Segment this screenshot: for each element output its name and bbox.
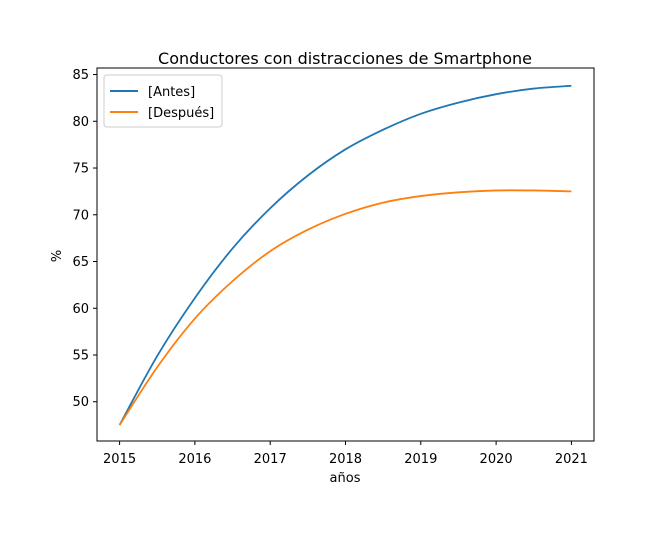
y-ticks: 50 55 60 65 70 75 80 85: [72, 68, 97, 410]
x-tick-label: 2017: [254, 452, 287, 467]
x-tick-label: 2015: [103, 452, 136, 467]
legend-label-despues: [Después]: [148, 106, 214, 121]
legend-label-antes: [Antes]: [148, 85, 195, 100]
series-line-0: [118, 84, 572, 426]
x-tick-label: 2021: [555, 452, 588, 467]
x-tick-label: 2019: [404, 452, 437, 467]
y-tick-label: 80: [72, 115, 89, 130]
y-tick-label: 50: [72, 395, 89, 410]
y-tick-label: 55: [72, 348, 89, 363]
x-ticks: 2015 2016 2017 2018 2019 2020 2021: [103, 441, 588, 467]
x-axis-label: años: [330, 471, 361, 486]
y-axis-label: %: [50, 250, 65, 262]
series-lines: [118, 84, 572, 426]
legend-box: [103, 74, 223, 128]
y-tick-label: 75: [72, 162, 89, 177]
x-tick-label: 2018: [329, 452, 362, 467]
plot-area: [97, 68, 594, 441]
series-line-1: [118, 189, 572, 426]
y-tick-label: 65: [72, 255, 89, 270]
y-tick-label: 85: [72, 68, 89, 83]
y-tick-label: 60: [72, 302, 89, 317]
chart-title: Conductores con distracciones de Smartph…: [158, 49, 532, 68]
x-tick-label: 2020: [480, 452, 513, 467]
legend: [Antes] [Después]: [103, 74, 223, 128]
x-tick-label: 2016: [178, 452, 211, 467]
y-tick-label: 70: [72, 208, 89, 223]
